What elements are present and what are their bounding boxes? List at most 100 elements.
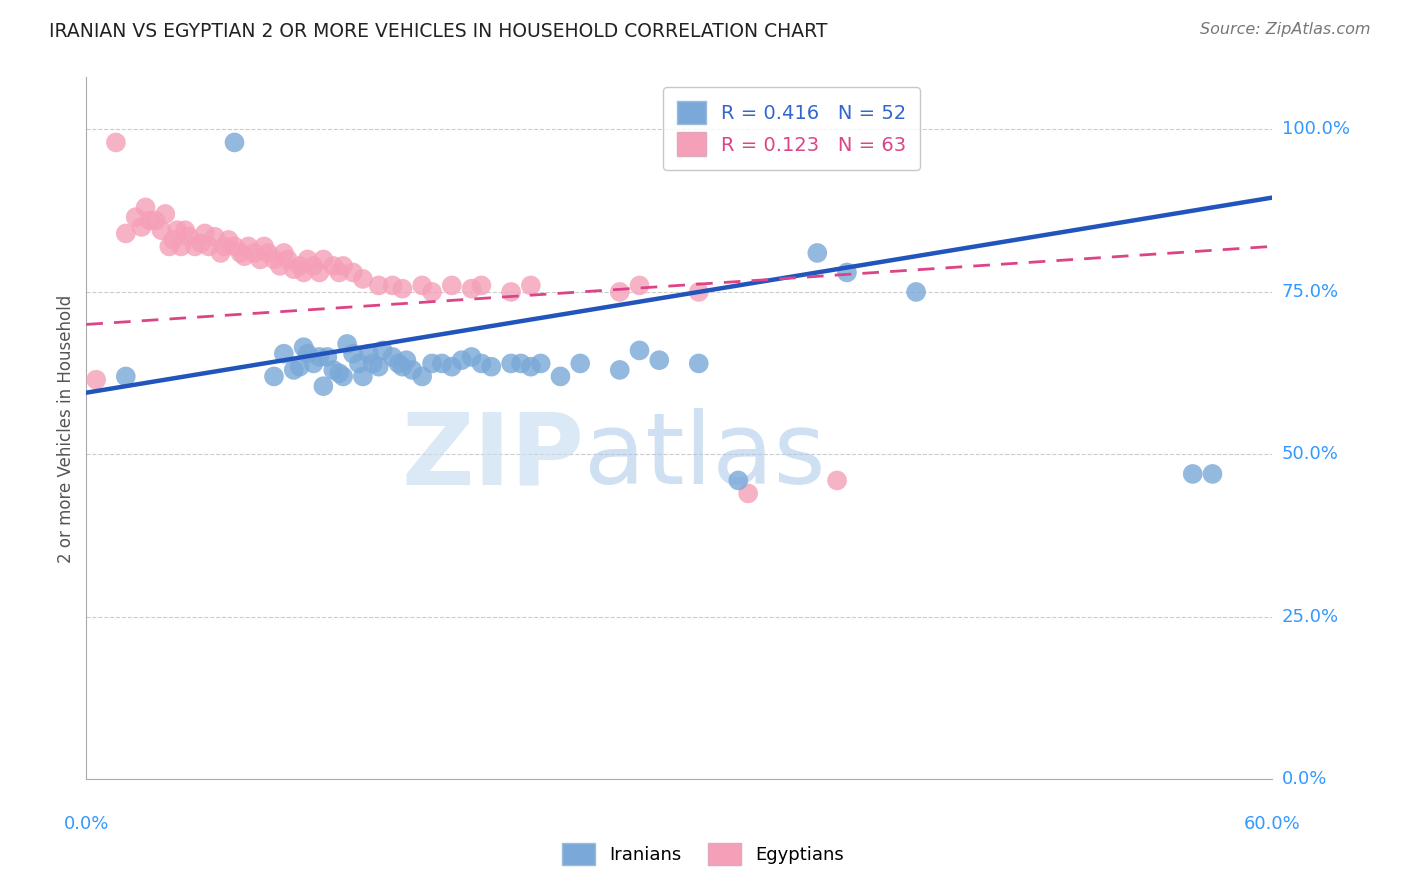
Point xyxy=(170,239,193,253)
Point xyxy=(312,252,335,267)
Point xyxy=(302,259,325,273)
Point xyxy=(520,359,543,374)
Point xyxy=(460,350,482,364)
Point xyxy=(328,366,350,380)
Point xyxy=(352,369,374,384)
Point xyxy=(114,369,136,384)
Point xyxy=(530,356,553,370)
Point xyxy=(229,246,252,260)
Point xyxy=(308,350,330,364)
Point xyxy=(336,337,359,351)
Point xyxy=(905,285,928,299)
Point xyxy=(510,356,533,370)
Text: 50.0%: 50.0% xyxy=(1282,445,1339,464)
Point xyxy=(209,246,232,260)
Point xyxy=(214,239,236,253)
Point xyxy=(835,265,858,279)
Point xyxy=(430,356,453,370)
Point xyxy=(609,285,631,299)
Point xyxy=(688,285,710,299)
Y-axis label: 2 or more Vehicles in Household: 2 or more Vehicles in Household xyxy=(58,294,75,563)
Point xyxy=(347,356,370,370)
Point xyxy=(1181,467,1204,481)
Point xyxy=(727,474,749,488)
Point xyxy=(194,227,217,241)
Point xyxy=(283,262,305,277)
Point xyxy=(499,356,522,370)
Point xyxy=(648,353,671,368)
Text: 75.0%: 75.0% xyxy=(1282,283,1339,301)
Point xyxy=(395,353,418,368)
Point xyxy=(391,359,413,374)
Point xyxy=(104,136,127,150)
Point xyxy=(288,259,311,273)
Point xyxy=(381,278,404,293)
Point xyxy=(292,265,315,279)
Point xyxy=(628,278,651,293)
Point xyxy=(371,343,394,358)
Text: IRANIAN VS EGYPTIAN 2 OR MORE VEHICLES IN HOUSEHOLD CORRELATION CHART: IRANIAN VS EGYPTIAN 2 OR MORE VEHICLES I… xyxy=(49,22,828,41)
Point xyxy=(155,207,177,221)
Point xyxy=(411,278,433,293)
Point xyxy=(177,229,200,244)
Point xyxy=(218,233,240,247)
Point xyxy=(381,350,404,364)
Point xyxy=(367,278,389,293)
Legend: Iranians, Egyptians: Iranians, Egyptians xyxy=(555,836,851,872)
Point xyxy=(233,249,256,263)
Point xyxy=(470,356,492,370)
Point xyxy=(499,285,522,299)
Point xyxy=(332,259,354,273)
Point xyxy=(825,474,848,488)
Point xyxy=(411,369,433,384)
Legend: R = 0.416   N = 52, R = 0.123   N = 63: R = 0.416 N = 52, R = 0.123 N = 63 xyxy=(664,87,921,169)
Point xyxy=(322,259,344,273)
Point xyxy=(308,265,330,279)
Point xyxy=(197,239,219,253)
Point xyxy=(184,239,207,253)
Point xyxy=(292,340,315,354)
Point xyxy=(190,236,212,251)
Point xyxy=(145,213,167,227)
Point xyxy=(342,347,364,361)
Point xyxy=(440,359,463,374)
Point xyxy=(297,252,319,267)
Point xyxy=(150,223,173,237)
Text: 25.0%: 25.0% xyxy=(1282,608,1339,626)
Point xyxy=(131,219,153,234)
Text: 100.0%: 100.0% xyxy=(1282,120,1350,138)
Point xyxy=(224,239,246,253)
Point xyxy=(125,210,148,224)
Point xyxy=(288,359,311,374)
Point xyxy=(450,353,472,368)
Point xyxy=(332,369,354,384)
Point xyxy=(84,373,107,387)
Point xyxy=(688,356,710,370)
Point xyxy=(357,347,380,361)
Point xyxy=(135,201,157,215)
Point xyxy=(302,356,325,370)
Point xyxy=(138,213,160,227)
Point xyxy=(204,229,226,244)
Point xyxy=(243,246,266,260)
Point xyxy=(253,239,276,253)
Point xyxy=(569,356,592,370)
Point xyxy=(806,246,828,260)
Text: 0.0%: 0.0% xyxy=(1282,771,1327,789)
Point xyxy=(174,223,197,237)
Point xyxy=(273,347,295,361)
Point xyxy=(1201,467,1223,481)
Point xyxy=(737,486,759,500)
Point xyxy=(114,227,136,241)
Point xyxy=(257,246,280,260)
Point xyxy=(269,259,291,273)
Point xyxy=(460,282,482,296)
Point xyxy=(162,233,184,247)
Point xyxy=(420,356,443,370)
Point xyxy=(224,136,246,150)
Point xyxy=(238,239,260,253)
Point xyxy=(361,356,384,370)
Point xyxy=(470,278,492,293)
Point xyxy=(297,347,319,361)
Point xyxy=(342,265,364,279)
